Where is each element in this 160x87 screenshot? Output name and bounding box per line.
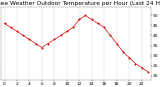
Title: Milwaukee Weather Outdoor Temperature per Hour (Last 24 Hours): Milwaukee Weather Outdoor Temperature pe… bbox=[0, 1, 160, 6]
